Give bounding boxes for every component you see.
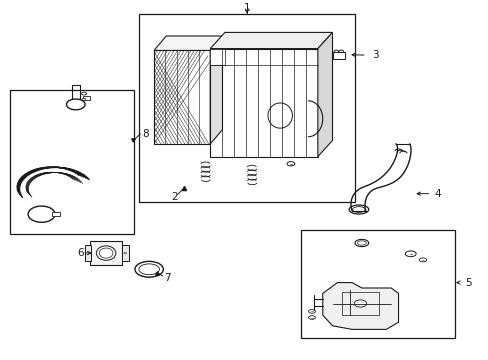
Ellipse shape <box>96 246 116 260</box>
Text: 3: 3 <box>371 50 378 60</box>
Text: 5: 5 <box>464 278 471 288</box>
Text: 4: 4 <box>434 189 441 199</box>
Ellipse shape <box>308 310 315 313</box>
Ellipse shape <box>99 248 113 258</box>
Polygon shape <box>322 283 398 329</box>
Bar <box>342 292 378 315</box>
Polygon shape <box>210 36 222 144</box>
Bar <box>154 50 210 144</box>
Bar <box>84 245 91 261</box>
Ellipse shape <box>405 251 415 257</box>
Polygon shape <box>210 32 332 49</box>
Bar <box>139 14 354 202</box>
Bar <box>210 49 317 157</box>
Text: 8: 8 <box>142 129 149 139</box>
Bar <box>83 96 90 100</box>
Polygon shape <box>317 32 332 157</box>
Text: 6: 6 <box>77 248 83 258</box>
Bar <box>122 245 128 261</box>
Text: 2: 2 <box>170 192 177 202</box>
Text: 7: 7 <box>163 273 170 283</box>
Ellipse shape <box>124 252 126 254</box>
Bar <box>90 241 122 265</box>
Ellipse shape <box>82 98 86 100</box>
Ellipse shape <box>308 316 315 319</box>
Ellipse shape <box>418 258 426 262</box>
Text: 1: 1 <box>243 3 250 13</box>
Ellipse shape <box>353 300 366 307</box>
Polygon shape <box>154 36 222 50</box>
Ellipse shape <box>86 252 89 254</box>
Ellipse shape <box>81 92 86 95</box>
Ellipse shape <box>139 264 159 275</box>
Ellipse shape <box>267 103 292 128</box>
Bar <box>300 230 454 338</box>
Ellipse shape <box>135 261 163 277</box>
Ellipse shape <box>286 162 294 166</box>
Bar <box>332 52 344 59</box>
Bar <box>10 90 134 234</box>
Polygon shape <box>210 49 224 65</box>
Bar <box>52 212 60 216</box>
